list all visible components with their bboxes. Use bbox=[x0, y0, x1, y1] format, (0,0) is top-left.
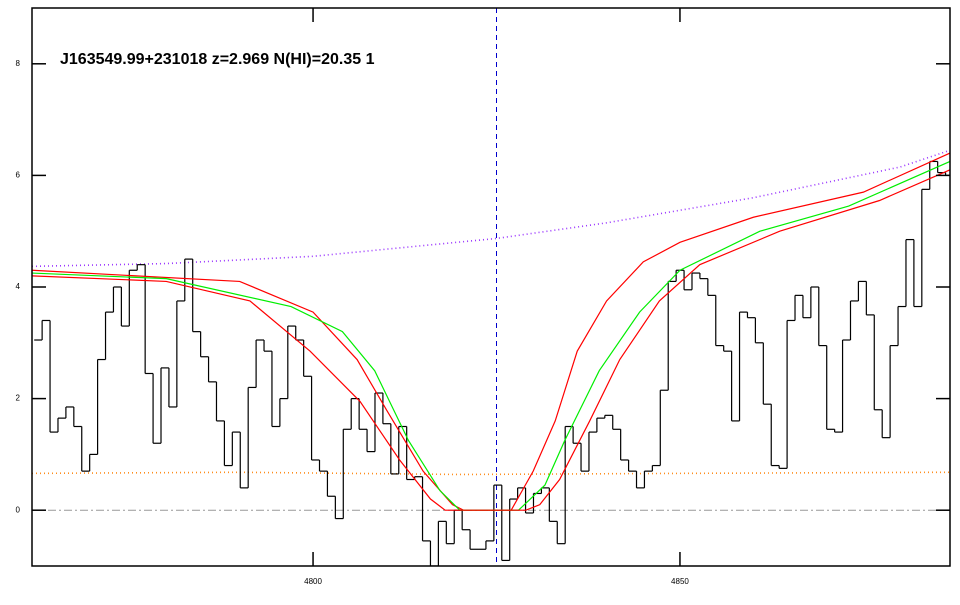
y-tick-label: 8 bbox=[16, 59, 21, 68]
chart-title: J163549.99+231018 z=2.969 N(HI)=20.35 1 bbox=[60, 51, 375, 68]
model-line bbox=[32, 169, 950, 511]
y-tick-label: 0 bbox=[16, 505, 21, 514]
y-tick-label: 6 bbox=[16, 171, 21, 180]
model-line bbox=[32, 152, 950, 511]
y-tick-label: 4 bbox=[16, 282, 21, 291]
x-tick-label: 4850 bbox=[671, 577, 689, 586]
flux-riser bbox=[41, 161, 947, 566]
y-tick-label: 2 bbox=[16, 394, 21, 403]
x-tick-label: 4800 bbox=[304, 577, 322, 586]
